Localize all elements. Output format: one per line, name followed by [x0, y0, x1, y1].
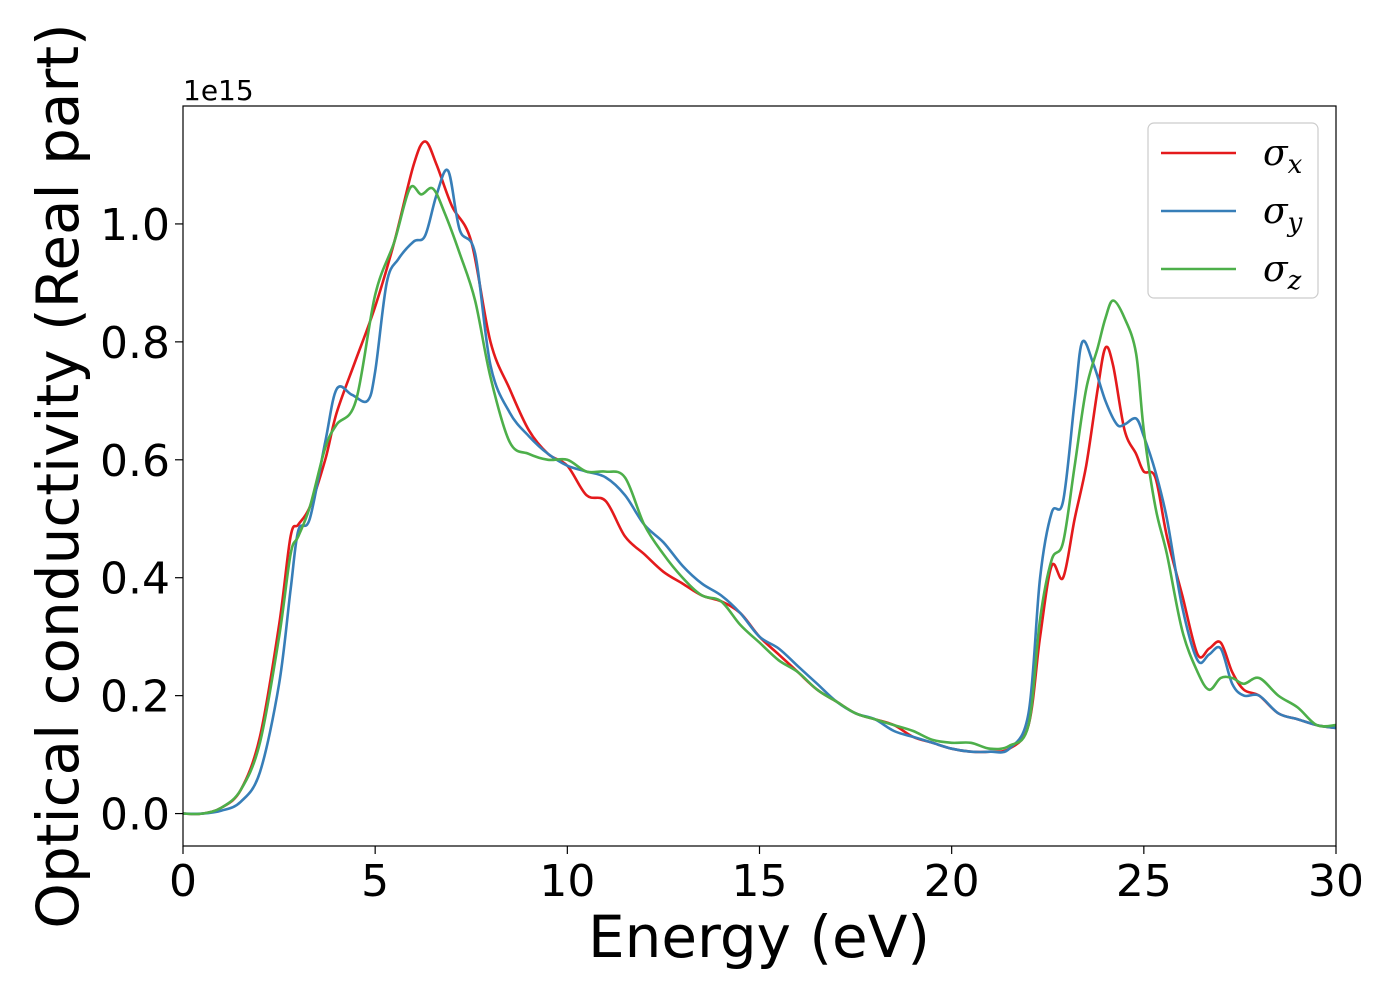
y-axis-label: Optical conductivity (Real part) [24, 23, 92, 928]
series-line-y [182, 168, 1337, 816]
legend-label-x: σx [1263, 133, 1303, 180]
x-tick-label: 25 [1116, 856, 1172, 907]
legend-label-y: σy [1263, 191, 1303, 238]
y-tick-label: 0.6 [100, 436, 170, 487]
y-tick-label: 0.0 [100, 790, 170, 841]
x-tick-label: 10 [539, 856, 595, 907]
x-axis: 0 5 10 15 20 25 30 [169, 846, 1364, 907]
legend-entries: σx σy σz [1161, 133, 1303, 296]
x-tick-label: 0 [169, 856, 197, 907]
x-axis-label: Energy (eV) [588, 903, 930, 971]
x-tick-label: 20 [924, 856, 980, 907]
legend-label-z: σz [1263, 249, 1302, 296]
y-tick-label: 0.8 [100, 318, 170, 369]
x-tick-label: 5 [361, 856, 389, 907]
x-tick-label: 30 [1308, 856, 1364, 907]
y-axis: 0.0 0.2 0.4 0.6 0.8 1.0 [100, 200, 183, 841]
y-tick-label: 1.0 [100, 200, 170, 251]
series-layer [182, 140, 1337, 816]
x-tick-label: 15 [732, 856, 788, 907]
y-tick-label: 0.4 [100, 554, 170, 605]
y-offset-text: 1e15 [183, 74, 254, 107]
legend: σx σy σz [1147, 122, 1319, 299]
y-tick-label: 0.2 [100, 672, 170, 723]
series-line-z [182, 184, 1337, 816]
